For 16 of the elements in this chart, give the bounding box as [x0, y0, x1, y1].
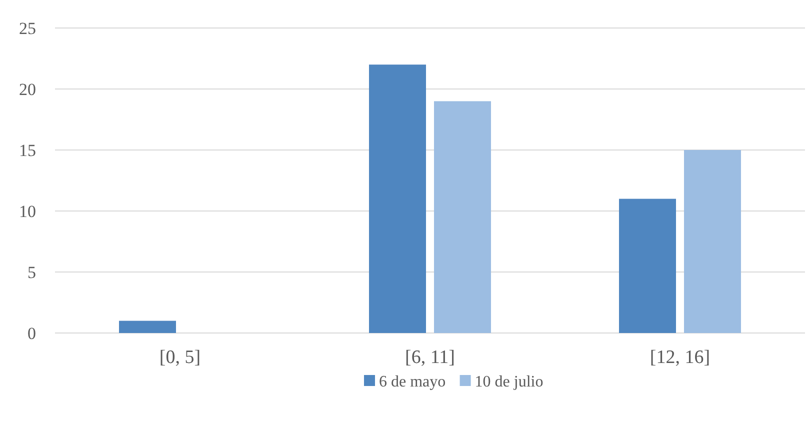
y-tick-label: 15	[19, 140, 36, 160]
bar	[434, 101, 491, 333]
x-tick-label: [6, 11]	[405, 347, 455, 368]
bar	[684, 150, 741, 333]
legend-label: 6 de mayo	[379, 374, 446, 391]
x-tick-label: [12, 16]	[650, 347, 710, 368]
x-tick-label: [0, 5]	[159, 347, 201, 368]
bar	[619, 198, 676, 333]
y-tick-label: 5	[28, 262, 36, 282]
y-tick-label: 25	[19, 18, 36, 38]
bar	[369, 64, 426, 333]
y-tick-label: 0	[28, 324, 36, 343]
legend-label: 10 de julio	[474, 374, 544, 391]
y-tick-label: 20	[19, 80, 36, 99]
y-tick-label: 10	[19, 202, 36, 221]
bar	[119, 320, 176, 333]
